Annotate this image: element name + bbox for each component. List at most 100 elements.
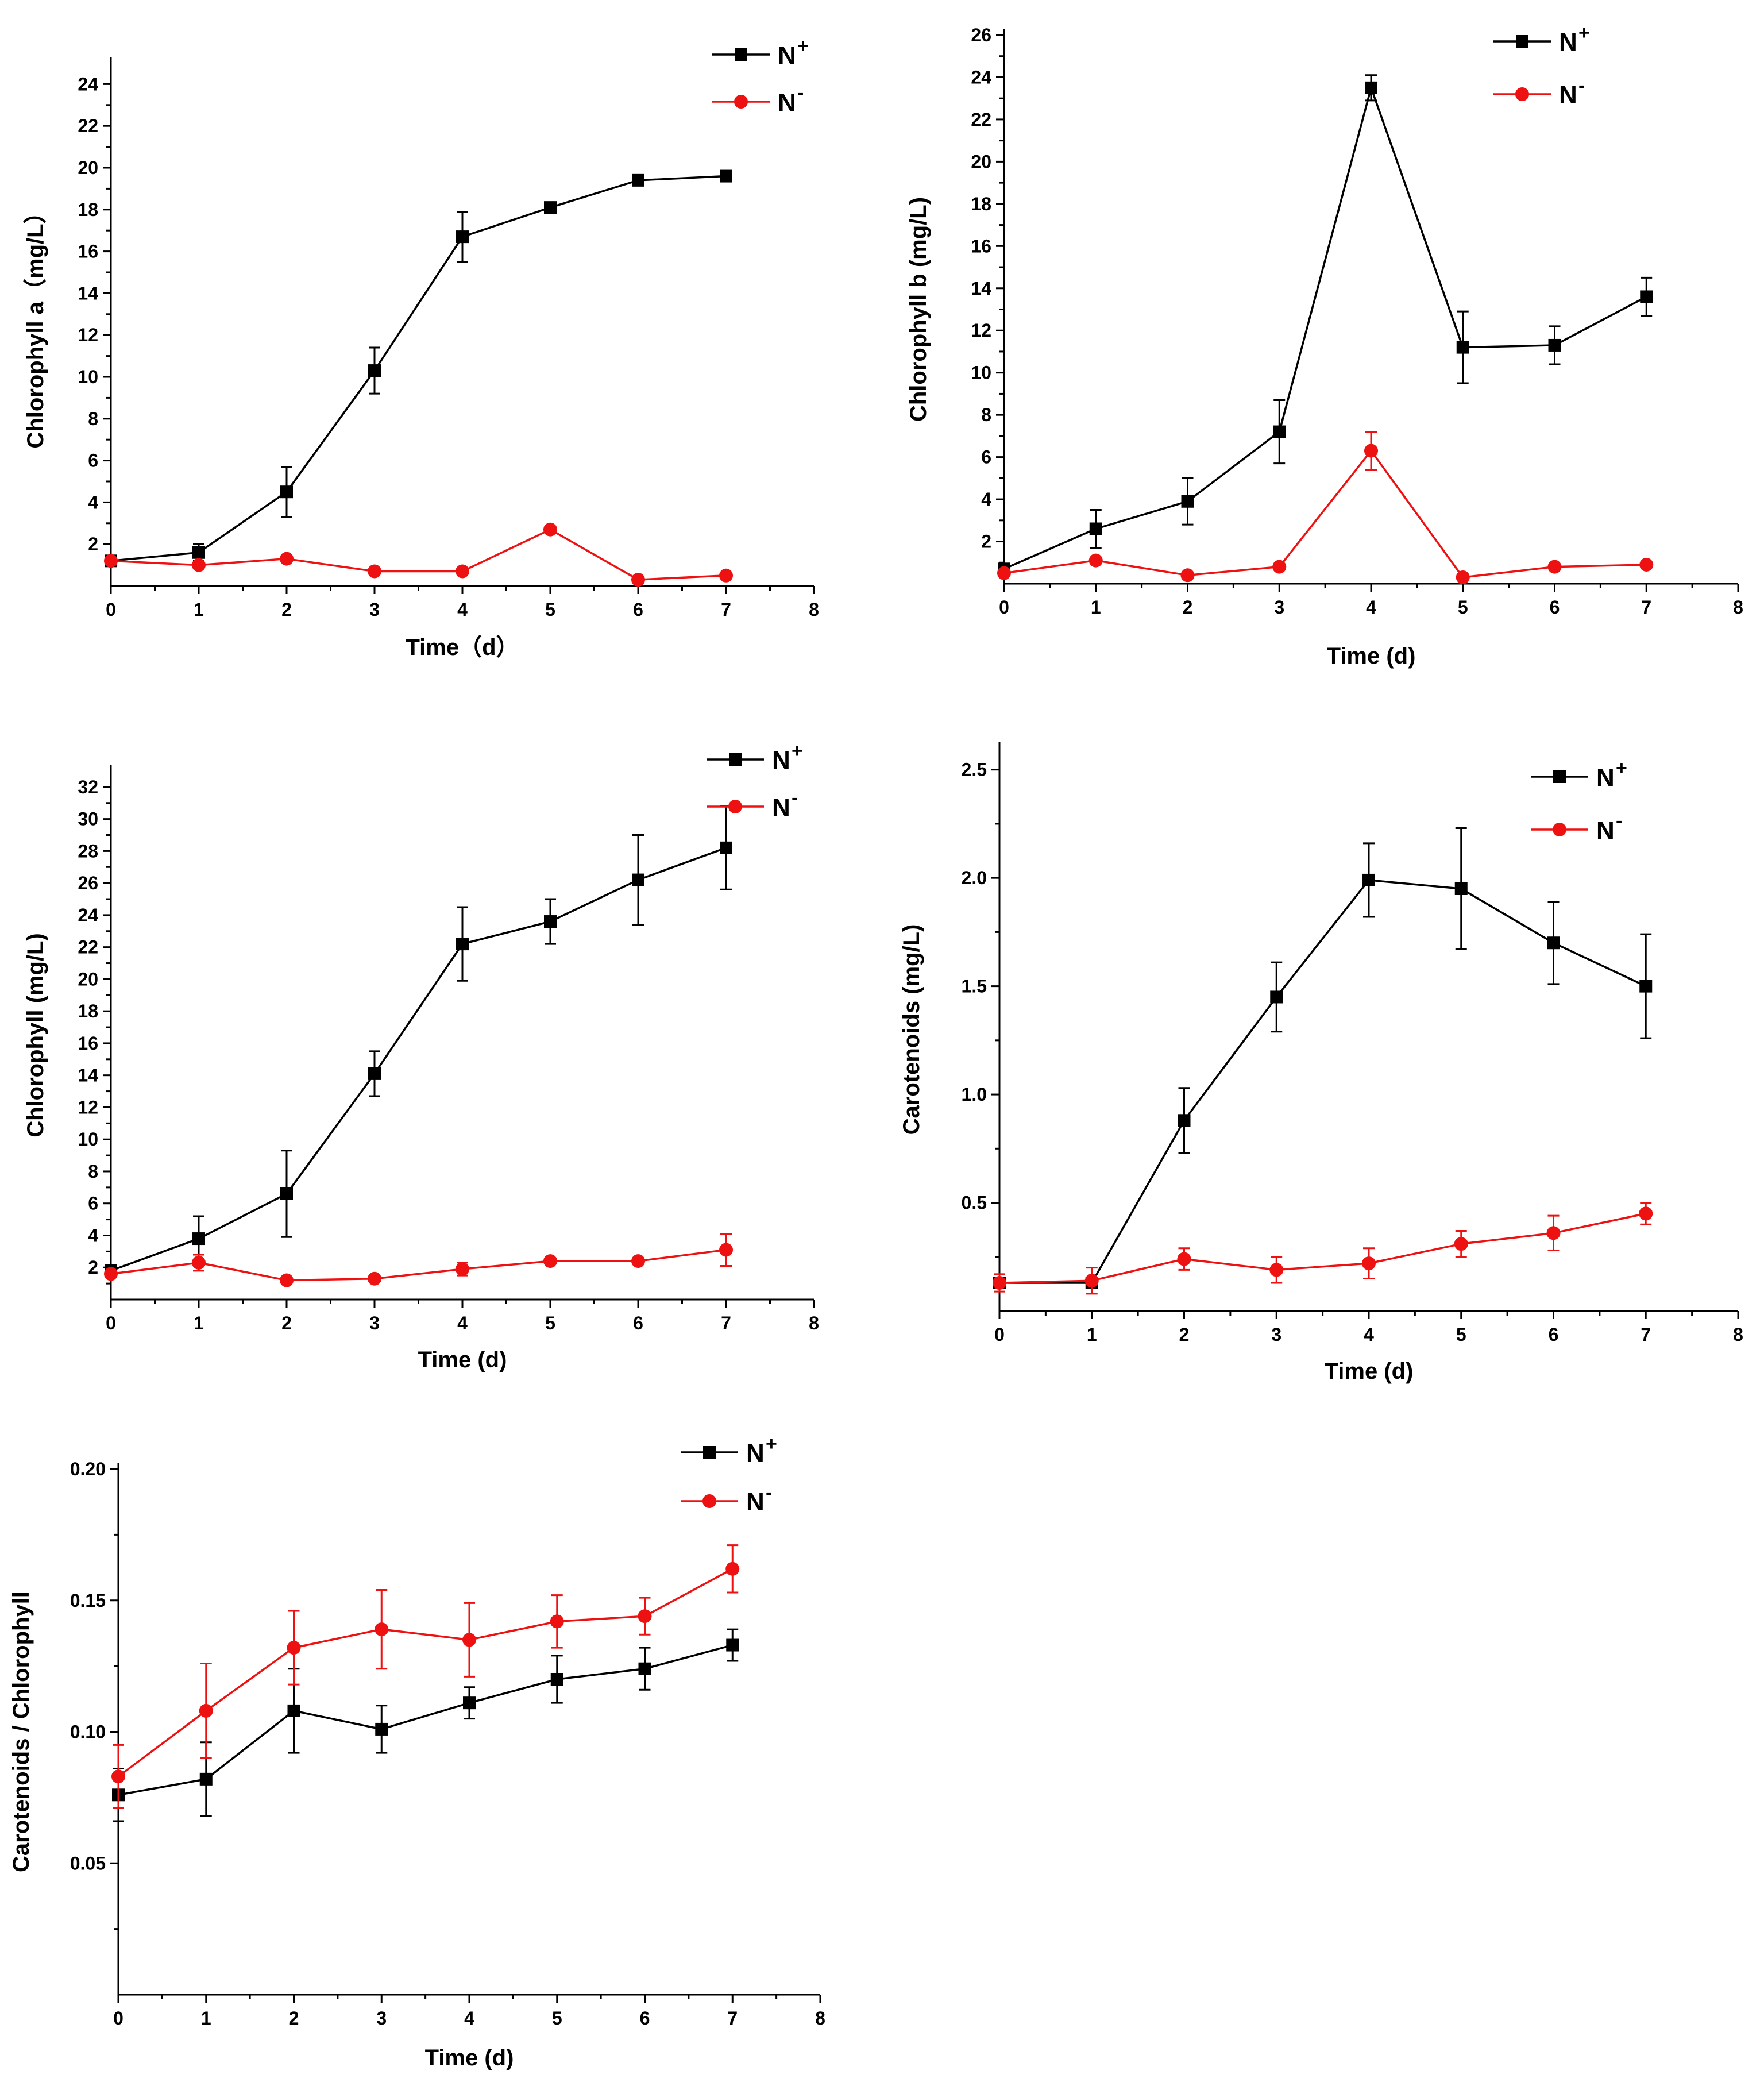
data-point (1639, 980, 1653, 993)
x-tick-label: 7 (1641, 597, 1651, 618)
data-point (993, 1276, 1006, 1290)
data-point (719, 1243, 733, 1257)
y-tick-label: 0.15 (70, 1590, 106, 1611)
data-point (638, 1662, 651, 1675)
y-axis-title: Chlorophyll a（mg/L） (23, 200, 48, 448)
x-axis-title: Time (d) (1327, 643, 1416, 669)
x-tick-label: 5 (545, 1313, 555, 1333)
x-tick-label: 2 (289, 2008, 299, 2029)
y-tick-label: 22 (971, 109, 991, 130)
data-point (631, 573, 645, 587)
series-n-minus (997, 431, 1654, 584)
data-point (1547, 560, 1562, 574)
x-tick-label: 3 (1274, 597, 1284, 618)
x-axis-title: Time (d) (425, 2045, 514, 2070)
x-tick-label: 5 (545, 599, 555, 620)
legend-label: N (772, 746, 790, 774)
legend-label-superscript: + (1616, 757, 1627, 779)
data-point (280, 485, 293, 499)
legend-label-superscript: - (766, 1482, 772, 1503)
y-tick-label: 12 (78, 1097, 98, 1117)
data-point (544, 201, 557, 214)
chart-carotenoids: 0 1 2 3 4 5 6 7 8 0.5 1.0 1.5 2.0 2.5 Time (d) Caroteno… (899, 742, 1743, 1384)
y-tick-label: 16 (78, 1033, 98, 1054)
data-point (192, 1255, 206, 1270)
y-axis-title: Carotenoids / Chlorophyll (9, 1591, 34, 1872)
series-line (118, 1644, 733, 1796)
x-tick-label: 4 (1366, 597, 1376, 618)
data-point (1178, 1114, 1191, 1127)
x-tick-label: 1 (194, 599, 204, 620)
data-point (1362, 873, 1375, 886)
legend-marker (734, 95, 748, 109)
legend-marker (1553, 823, 1566, 836)
series-line (110, 175, 727, 562)
y-tick-label: 4 (981, 489, 991, 510)
data-point (1362, 1256, 1376, 1271)
data-point (280, 1187, 293, 1200)
y-tick-label: 8 (88, 1161, 98, 1182)
x-tick-label: 0 (999, 597, 1009, 618)
x-tick-label: 2 (281, 1313, 292, 1333)
data-point (1639, 557, 1654, 572)
x-tick-label: 7 (721, 1313, 731, 1333)
legend-label-superscript: + (1578, 22, 1590, 44)
x-tick-label: 8 (809, 599, 819, 620)
x-tick-label: 0 (106, 1313, 116, 1333)
legend-label: N (746, 1439, 765, 1467)
legend-marker (1553, 770, 1566, 783)
series-n-minus (111, 1544, 740, 1809)
x-tick-label: 4 (1364, 1324, 1374, 1345)
x-tick-label: 8 (1733, 597, 1743, 618)
series-n-plus (105, 169, 732, 568)
y-tick-label: 20 (78, 157, 98, 178)
data-point (375, 1722, 388, 1736)
y-tick-label: 2.5 (962, 759, 987, 780)
y-tick-label: 30 (78, 809, 98, 830)
x-tick-label: 0 (106, 599, 116, 620)
x-tick-label: 1 (194, 1313, 204, 1333)
legend-label-superscript: - (797, 82, 804, 104)
y-tick-label: 6 (88, 450, 98, 471)
data-point (456, 1262, 469, 1277)
x-tick-label: 5 (1456, 1324, 1466, 1345)
legend-label-superscript: - (1616, 810, 1622, 832)
data-point (726, 1638, 739, 1652)
data-point (543, 1254, 557, 1268)
series-n-plus (105, 805, 732, 1277)
x-tick-label: 8 (809, 1313, 819, 1333)
x-tick-label: 6 (1550, 597, 1560, 618)
series-n-minus (104, 1233, 733, 1287)
data-point (632, 873, 644, 886)
data-point (1639, 1206, 1653, 1221)
data-point (1640, 290, 1653, 303)
legend-marker (702, 1494, 716, 1508)
data-point (1546, 1226, 1561, 1240)
y-tick-label: 16 (78, 241, 98, 262)
y-tick-label: 6 (88, 1193, 98, 1214)
series-line (1003, 84, 1647, 570)
legend-label: N (778, 88, 796, 117)
data-point (1088, 553, 1103, 568)
legend-label: N (1596, 816, 1615, 845)
x-tick-label: 2 (281, 599, 292, 620)
data-point (550, 1673, 563, 1686)
x-tick-label: 4 (464, 2008, 474, 2029)
y-tick-label: 22 (78, 115, 98, 136)
data-point (1454, 882, 1468, 895)
legend-label: N (1559, 81, 1577, 109)
data-point (1456, 341, 1469, 354)
data-point (280, 552, 294, 566)
y-tick-label: 20 (971, 151, 991, 172)
y-tick-label: 4 (88, 492, 98, 512)
y-tick-label: 18 (78, 1001, 98, 1021)
legend-label-superscript: - (792, 787, 798, 809)
legend-label: N (1559, 28, 1577, 56)
data-point (631, 1254, 645, 1268)
x-tick-label: 4 (457, 599, 468, 620)
x-tick-label: 7 (1641, 1324, 1651, 1345)
data-point (1273, 425, 1286, 438)
data-point (111, 1769, 125, 1784)
data-point (1365, 81, 1377, 94)
